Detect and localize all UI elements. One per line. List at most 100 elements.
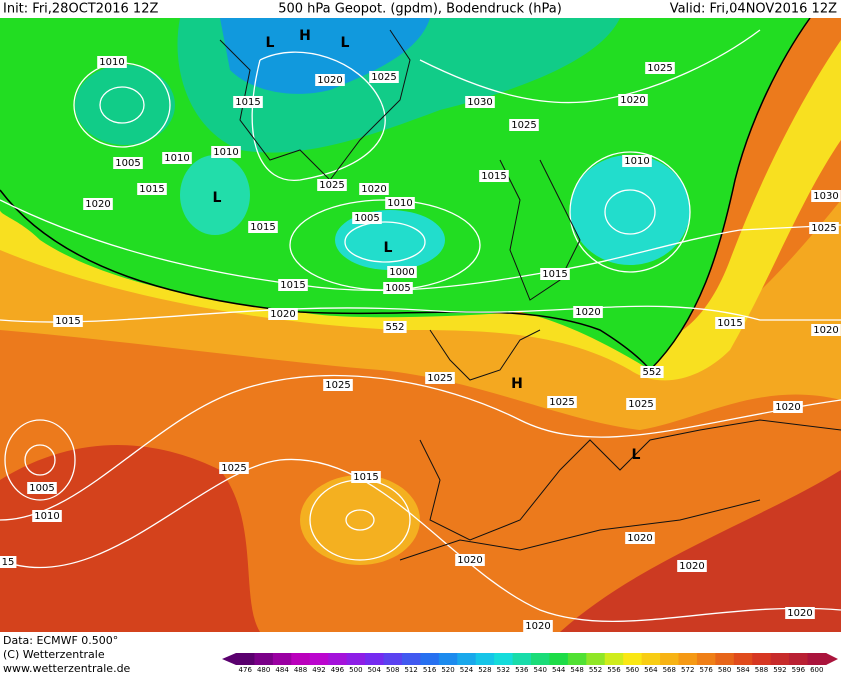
colorbar-tick-label: 536 xyxy=(515,666,529,674)
label-box xyxy=(27,482,57,494)
colorbar-cell xyxy=(586,653,606,665)
pressure-center: L xyxy=(213,190,222,206)
label-box xyxy=(83,198,113,210)
isobar xyxy=(419,29,761,104)
isobar-label: 1015 xyxy=(280,280,305,291)
label-box xyxy=(785,607,815,619)
label-box xyxy=(248,221,278,233)
colorbar-tick-label: 540 xyxy=(534,666,547,674)
isobar-label: 1005 xyxy=(115,158,140,169)
colorbar-tick-label: 584 xyxy=(736,666,750,674)
isobar-label: 1010 xyxy=(99,57,124,68)
label-box xyxy=(359,183,389,195)
data-source: Data: ECMWF 0.500° xyxy=(3,634,118,647)
colorbar-cell xyxy=(420,653,440,665)
label-box xyxy=(233,96,263,108)
isobar xyxy=(4,419,76,501)
pressure-center: H xyxy=(299,28,311,44)
label-box xyxy=(387,266,417,278)
isobar xyxy=(99,86,145,124)
isobar-label: 1025 xyxy=(628,399,653,410)
colorbar-tick-label: 552 xyxy=(589,666,602,674)
isobar xyxy=(0,305,841,323)
colorbar-cell xyxy=(346,653,366,665)
coastline xyxy=(499,159,581,301)
map-title: 500 hPa Geopot. (gpdm), Bodendruck (hPa) xyxy=(278,2,562,17)
colorbar-cell xyxy=(457,653,477,665)
label-box xyxy=(465,96,495,108)
colorbar-cell xyxy=(641,653,661,665)
colorbar-tick-label: 492 xyxy=(312,666,325,674)
label-box xyxy=(32,510,62,522)
pressure-center: L xyxy=(384,240,393,256)
colorbar-tick-label: 524 xyxy=(460,666,474,674)
label-box xyxy=(352,212,382,224)
colorbar-cell xyxy=(567,653,587,665)
colorbar-tick-label: 496 xyxy=(331,666,345,674)
isobar xyxy=(0,374,841,521)
colorbar-cell xyxy=(807,653,827,665)
pressure-center: H xyxy=(511,376,523,392)
colorbar-tick-label: 512 xyxy=(404,666,417,674)
isobar-label: 1025 xyxy=(549,397,574,408)
label-box xyxy=(137,183,167,195)
init-time: Init: Fri,28OCT2016 12Z xyxy=(3,2,158,17)
colorbar-tick-label: 532 xyxy=(497,666,510,674)
isobar-label: 1000 xyxy=(389,267,414,278)
colorbar-tick-label: 572 xyxy=(681,666,694,674)
isobar-label: 1020 xyxy=(361,184,386,195)
isobar-label: 1025 xyxy=(319,180,344,191)
label-box xyxy=(351,471,381,483)
colorbar-cell xyxy=(752,653,772,665)
isobar-label: 1010 xyxy=(213,147,238,158)
coastline xyxy=(399,499,761,561)
label-box xyxy=(811,324,841,336)
isobar-label: 1005 xyxy=(385,283,410,294)
isobar xyxy=(0,199,841,292)
label-box xyxy=(626,398,656,410)
colorbar-tick-label: 580 xyxy=(718,666,731,674)
colorbar-cell xyxy=(401,653,421,665)
isobar-label: 552 xyxy=(642,367,661,378)
colorbar-tick-label: 504 xyxy=(368,666,382,674)
line-552 xyxy=(649,17,811,371)
isobar-label: 552 xyxy=(385,322,404,333)
pressure-center: L xyxy=(632,447,641,463)
colorbar-cell xyxy=(328,653,348,665)
colorbar-tick-label: 484 xyxy=(275,666,289,674)
colorbar-tick-label: 488 xyxy=(294,666,307,674)
colorbar-cell xyxy=(512,653,532,665)
isobar xyxy=(604,189,656,235)
isobar-label: 1030 xyxy=(813,191,838,202)
label-box xyxy=(97,56,127,68)
label-box xyxy=(811,190,841,202)
isobar-label: 1020 xyxy=(270,309,295,320)
coastline xyxy=(429,329,541,381)
field-blue xyxy=(220,18,430,94)
label-box xyxy=(268,308,298,320)
colorbar-cell xyxy=(549,653,569,665)
isobar-label: 1020 xyxy=(787,608,812,619)
isobar-label: 1015 xyxy=(717,318,742,329)
label-box xyxy=(715,317,745,329)
isobar-label: 1020 xyxy=(85,199,110,210)
isobar-label: 1020 xyxy=(317,75,342,86)
isobar-label: 1025 xyxy=(221,463,246,474)
isobar-label: 15 xyxy=(2,557,15,568)
colorbar-cell xyxy=(272,653,292,665)
field-teal xyxy=(75,65,175,145)
isobar-label: 1015 xyxy=(542,269,567,280)
colorbar-cell xyxy=(309,653,329,665)
colorbar-cell xyxy=(383,653,403,665)
label-box xyxy=(773,401,803,413)
isobar-label: 1025 xyxy=(371,72,396,83)
label-box xyxy=(509,119,539,131)
label-box xyxy=(523,620,553,632)
isobar-label: 1010 xyxy=(387,198,412,209)
field-warm-spot xyxy=(300,475,420,565)
isobar xyxy=(569,151,691,273)
colorbar-cell xyxy=(715,653,735,665)
colorbar-cell xyxy=(770,653,790,665)
isobar-label: 1010 xyxy=(624,156,649,167)
